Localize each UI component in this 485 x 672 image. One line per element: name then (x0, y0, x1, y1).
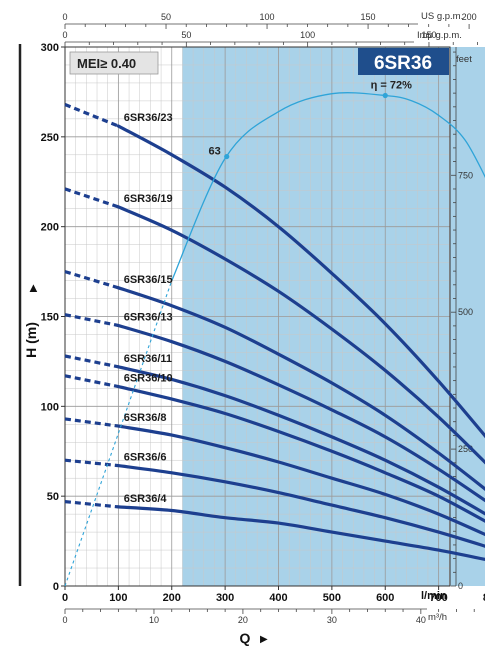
x-axis-arrow-icon: ▶ (260, 634, 268, 645)
efficiency-point (224, 153, 230, 160)
top-us-tick-label: 100 (260, 12, 275, 22)
right-feet-tick-label: 500 (458, 307, 473, 317)
curve-label: 6SR36/8 (124, 412, 167, 424)
right-feet-tick-label: 250 (458, 444, 473, 454)
curve-6SR36/11 (116, 365, 485, 516)
right-feet-unit: feet (456, 54, 472, 65)
curve-6SR36/6 (116, 464, 485, 548)
curve-dashed-6SR36/23 (64, 103, 119, 128)
right-feet-tick-label: 0 (458, 581, 463, 591)
x-axis-title: Q (240, 630, 251, 646)
top-imp-tick-label: 150 (421, 30, 436, 40)
curve-label: 6SR36/6 (124, 452, 167, 464)
bottom-m3h-tick-label: 30 (327, 615, 337, 625)
x-unit-label: l/min (421, 590, 447, 602)
curve-6SR36/8 (116, 424, 485, 537)
y-tick-label: 250 (41, 132, 59, 144)
efficiency-curve-dashed (64, 280, 173, 587)
curve-dashed-6SR36/8 (64, 417, 119, 428)
curve-label: 6SR36/19 (124, 193, 173, 205)
x-tick-label: 600 (376, 592, 394, 604)
x-tick-label: 200 (163, 592, 181, 604)
top-us-tick-label: 50 (161, 12, 171, 22)
curve-label: 6SR36/10 (124, 373, 173, 385)
top-imp-tick-label: 50 (181, 30, 191, 40)
y-axis-title: H (m) (23, 322, 39, 358)
y-tick-label: 200 (41, 222, 59, 234)
y-tick-label: 0 (53, 581, 59, 593)
curve-6SR36/15 (116, 286, 485, 491)
x-tick-label: 0 (62, 592, 68, 604)
y-tick-label: 50 (47, 491, 59, 503)
chart-title: 6SR36 (374, 53, 432, 74)
top-imp-tick-label: 0 (62, 30, 67, 40)
curve-dashed-6SR36/11 (64, 354, 119, 369)
pump-curves (64, 103, 485, 562)
x-tick-label: 700 (429, 592, 447, 604)
curve-labels: 6SR36/23 6SR36/19 6SR36/15 6SR36/13 6SR36/11… (124, 112, 173, 505)
x-tick-label: 500 (323, 592, 341, 604)
bottom-m3h-tick-label: 20 (238, 615, 248, 625)
curve-6SR36/13 (116, 323, 485, 503)
bottom-m3h-tick-label: 40 (416, 615, 426, 625)
mei-badge: MEI≥ 0.40 (69, 51, 159, 75)
efficiency-point-label: 63 (208, 146, 220, 158)
curve-dashed-6SR36/4 (64, 500, 119, 509)
curve-label: 6SR36/23 (124, 112, 173, 124)
efficiency-point (382, 92, 388, 99)
curve-6SR36/23 (116, 124, 485, 439)
y-tick-label: 150 (41, 312, 59, 324)
top-imp-tick-label: 100 (300, 30, 315, 40)
model-badge: 6SR36 (358, 48, 449, 75)
x-tick-label: 400 (269, 592, 287, 604)
x-tick-label: 300 (216, 592, 234, 604)
y-tick-label: 300 (41, 42, 59, 54)
top-us-tick-label: 150 (361, 12, 376, 22)
curve-dashed-6SR36/10 (64, 374, 119, 389)
curve-label: 6SR36/4 (124, 493, 168, 505)
top-us-tick-label: 200 (462, 12, 477, 22)
curve-dashed-6SR36/19 (64, 187, 119, 209)
x-tick-label: 100 (109, 592, 127, 604)
curve-dashed-6SR36/6 (64, 458, 119, 468)
curve-label: 6SR36/11 (124, 353, 172, 365)
top-imp-unit: Imp g.p.m. (417, 30, 462, 41)
x-tick-label: 800 (483, 592, 485, 604)
top-us-tick-label: 0 (62, 12, 67, 22)
efficiency-curve-group: 63η = 72%59 (64, 80, 485, 587)
curve-6SR36/4 (116, 505, 485, 562)
curve-6SR36/19 (116, 205, 485, 465)
y-tick-label: 100 (41, 401, 59, 413)
bottom-m3h-unit: m³/h (428, 612, 447, 623)
bottom-m3h-tick-label: 10 (149, 615, 159, 625)
curve-label: 6SR36/13 (124, 311, 173, 323)
curve-6SR36/10 (116, 385, 485, 523)
curve-dashed-6SR36/15 (64, 270, 119, 290)
right-feet-tick-label: 750 (458, 170, 473, 180)
curve-label: 6SR36/15 (124, 274, 173, 286)
top-us-unit: US g.p.m. (421, 11, 463, 22)
mei-badge-text: MEI≥ 0.40 (77, 56, 136, 71)
y-axis-arrow-icon: ▶ (28, 284, 39, 292)
bottom-m3h-tick-label: 0 (62, 615, 67, 625)
efficiency-point-label: η = 72% (371, 80, 412, 92)
curve-dashed-6SR36/13 (64, 313, 119, 328)
